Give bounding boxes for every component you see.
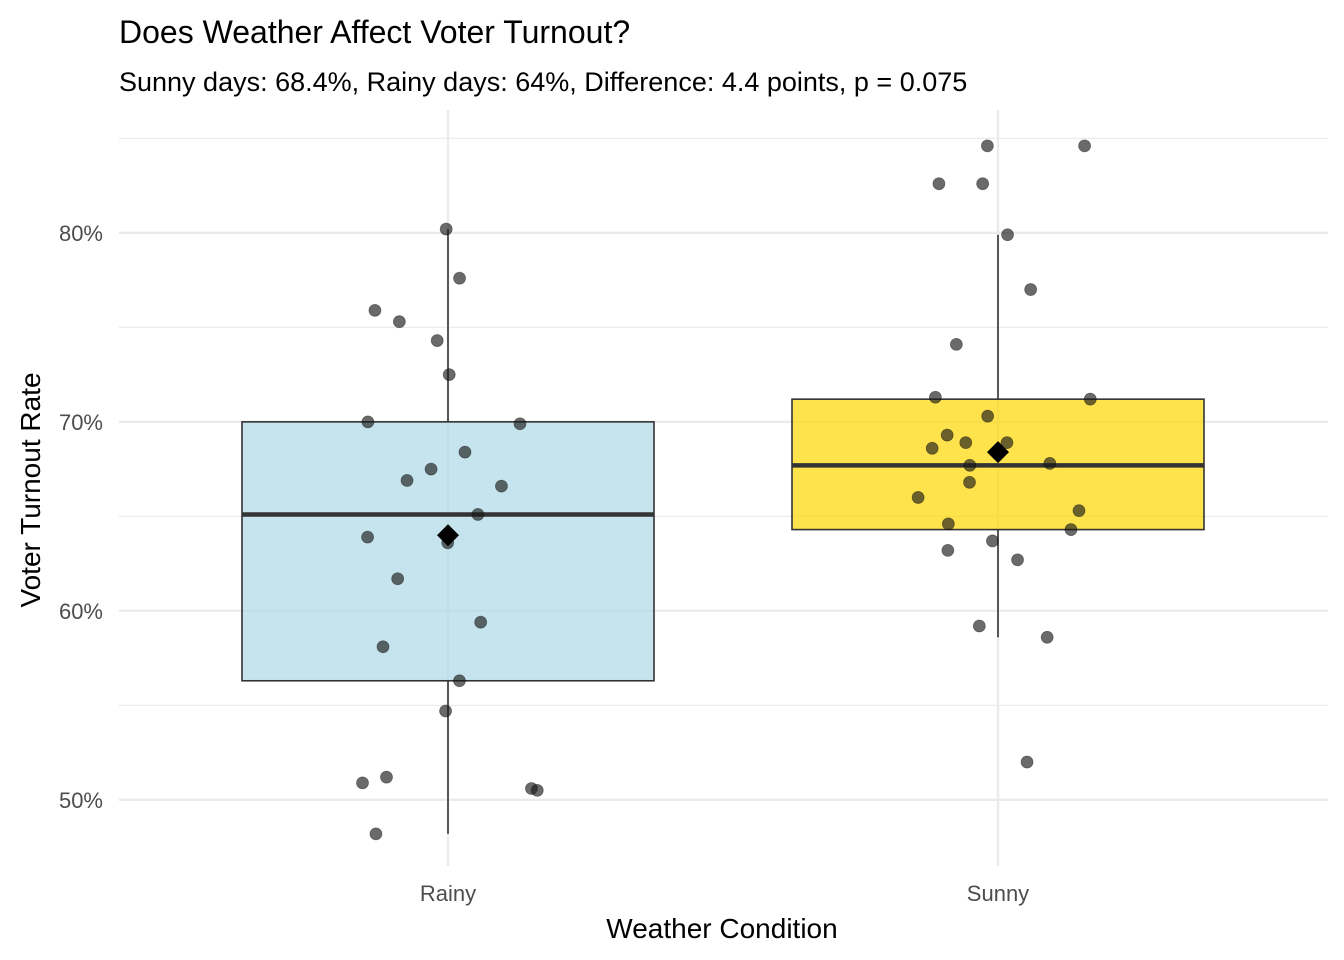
x-axis-ticks: Rainy Sunny	[420, 881, 1029, 906]
sunny-data-point	[1078, 139, 1091, 153]
sunny-data-point	[981, 409, 995, 423]
rainy-data-point	[453, 271, 466, 285]
sunny-data-point	[911, 491, 925, 504]
sunny-data-point	[981, 139, 994, 153]
sunny-data-point	[941, 517, 955, 531]
rainy-data-point	[439, 704, 452, 718]
sunny-mean-marker	[987, 441, 1009, 464]
y-tick-label: 50%	[59, 788, 103, 813]
sunny-data-point	[949, 337, 963, 351]
y-tick-label: 80%	[59, 221, 103, 246]
rainy-data-point	[376, 640, 390, 654]
chart-subtitle: Sunny days: 68.4%, Rainy days: 64%, Diff…	[119, 67, 967, 97]
rainy-data-point	[458, 445, 472, 459]
rainy-data-point	[471, 508, 485, 521]
sunny-data-point	[925, 441, 939, 455]
x-tick-label: Rainy	[420, 881, 476, 906]
y-tick-label: 70%	[59, 410, 103, 435]
rainy-data-point	[453, 674, 466, 688]
sunny-data-point	[1000, 436, 1014, 450]
sunny-data-point	[1083, 392, 1097, 406]
rainy-mean-marker	[437, 524, 459, 547]
rainy-data-point	[356, 776, 369, 790]
sunny-data-point	[932, 177, 946, 191]
sunny-data-point	[1040, 630, 1054, 644]
sunny-data-point	[928, 390, 942, 404]
rainy-data-point	[424, 462, 438, 476]
rainy-data-point	[369, 827, 383, 841]
sunny-data-point	[959, 436, 973, 450]
rainy-data-point	[430, 334, 444, 347]
sunny-data-point	[963, 458, 977, 472]
sunny-data-point	[976, 177, 990, 191]
y-tick-label: 60%	[59, 599, 103, 624]
rainy-data-point	[474, 615, 488, 629]
sunny-data-point	[1001, 228, 1014, 242]
sunny-data-point	[941, 543, 955, 557]
sunny-data-point	[1024, 283, 1038, 296]
chart-title: Does Weather Affect Voter Turnout?	[119, 14, 630, 50]
mean-marker-layer	[437, 441, 1009, 547]
point-layer	[356, 139, 1097, 841]
rainy-data-point	[439, 222, 453, 236]
y-axis-ticks: 50% 60% 70% 80%	[59, 221, 103, 813]
rainy-data-point	[391, 572, 405, 586]
sunny-data-point	[972, 619, 986, 633]
sunny-data-point	[1011, 553, 1024, 567]
x-tick-label: Sunny	[967, 881, 1029, 906]
rainy-data-point	[380, 770, 393, 784]
rainy-data-point	[495, 479, 508, 493]
rainy-data-point	[513, 417, 527, 431]
sunny-data-point	[963, 475, 976, 489]
sunny-data-point	[1043, 457, 1057, 470]
sunny-data-point	[940, 428, 954, 442]
x-axis-title: Weather Condition	[606, 913, 837, 944]
sunny-data-point	[1064, 523, 1078, 536]
rainy-box	[241, 421, 655, 682]
rainy-data-point	[530, 784, 544, 797]
sunny-data-point	[1020, 755, 1034, 769]
rainy-data-point	[368, 303, 382, 317]
rainy-data-point	[392, 315, 406, 329]
sunny-data-point	[1072, 504, 1086, 518]
sunny-data-point	[986, 534, 999, 548]
y-axis-title: Voter Turnout Rate	[15, 372, 46, 607]
rainy-data-point	[442, 368, 456, 382]
rainy-data-point	[361, 415, 375, 429]
rainy-data-point	[400, 474, 414, 487]
rainy-data-point	[361, 530, 374, 544]
box-layer	[241, 229, 1205, 834]
